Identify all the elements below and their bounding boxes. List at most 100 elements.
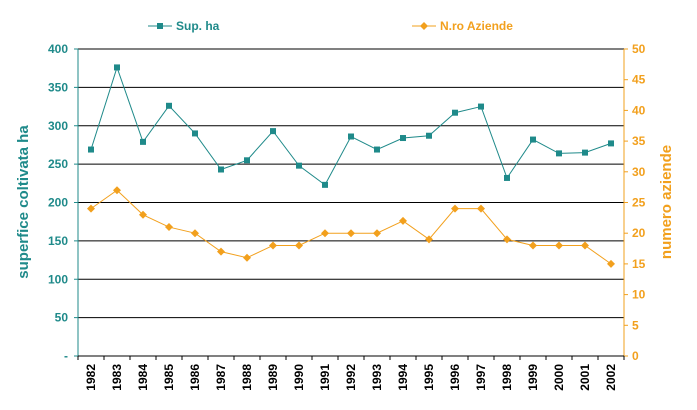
x-tick-label: 1991 <box>318 364 332 391</box>
data-point-square <box>192 130 198 137</box>
x-tick-label: 2000 <box>552 364 566 391</box>
data-point-diamond <box>269 241 277 250</box>
data-point-square <box>400 135 406 142</box>
x-axis-ticks: 1982 1983 1984 1985 1986 1987 1988 1989 1990 1991… <box>77 356 625 391</box>
left-tick-label: 400 <box>48 42 68 56</box>
left-tick-label: 150 <box>48 234 68 248</box>
data-point-diamond <box>529 241 537 250</box>
data-point-square <box>244 157 250 164</box>
data-point-diamond <box>191 229 199 238</box>
data-point-diamond <box>555 241 563 250</box>
data-point-square <box>374 146 380 153</box>
x-tick-label: 1983 <box>110 364 124 391</box>
data-point-square <box>218 166 224 173</box>
right-tick-label: 0 <box>632 349 639 363</box>
legend: Sup. ha N.ro Aziende <box>148 19 513 33</box>
data-point-diamond <box>451 204 459 213</box>
x-tick-label: 1995 <box>422 364 436 391</box>
legend-label: Sup. ha <box>176 19 220 33</box>
right-tick-label: 50 <box>632 42 646 56</box>
right-tick-label: 35 <box>632 134 646 148</box>
x-tick-label: 1984 <box>136 364 150 391</box>
right-tick-label: 30 <box>632 165 646 179</box>
data-point-diamond <box>347 229 355 238</box>
data-point-square <box>478 103 484 110</box>
left-tick-label: 300 <box>48 119 68 133</box>
x-tick-label: 2002 <box>604 364 618 391</box>
data-point-square <box>582 149 588 156</box>
right-tick-label: 40 <box>632 103 646 117</box>
data-point-square <box>556 150 562 157</box>
x-tick-label: 1992 <box>344 364 358 391</box>
data-point-square <box>114 64 120 71</box>
data-point-diamond <box>399 216 407 225</box>
left-tick-label: - <box>64 349 68 363</box>
legend-marker-square <box>157 23 163 29</box>
data-point-diamond <box>165 223 173 232</box>
legend-item-1: Sup. ha <box>148 19 220 33</box>
x-tick-label: 1985 <box>162 364 176 391</box>
left-tick-label: 50 <box>55 311 69 325</box>
left-axis-ticks: - 50 100 150 200 250 300 350 400 <box>48 42 78 363</box>
left-tick-label: 200 <box>48 196 68 210</box>
x-tick-label: 1994 <box>396 364 410 391</box>
data-point-diamond <box>295 241 303 250</box>
x-tick-label: 1986 <box>188 364 202 391</box>
data-point-diamond <box>113 186 121 195</box>
right-axis-title: numero aziende <box>658 145 675 259</box>
data-point-square <box>504 174 510 181</box>
gridlines <box>78 48 624 319</box>
data-point-diamond <box>87 204 95 213</box>
left-axis-title: superfice coltivata ha <box>15 125 32 279</box>
right-tick-label: 45 <box>632 73 646 87</box>
right-tick-label: 20 <box>632 226 646 240</box>
series-1 <box>88 64 614 188</box>
series-2 <box>87 186 615 268</box>
x-tick-label: 1987 <box>214 364 228 391</box>
legend-marker-diamond <box>420 22 428 30</box>
data-point-square <box>426 132 432 139</box>
data-point-diamond <box>607 259 615 268</box>
right-tick-label: 15 <box>632 257 646 271</box>
data-point-square <box>88 146 94 153</box>
data-point-diamond <box>477 204 485 213</box>
x-tick-label: 1998 <box>500 364 514 391</box>
data-point-diamond <box>425 235 433 244</box>
data-point-diamond <box>139 210 147 219</box>
series-layer <box>87 64 615 268</box>
x-tick-label: 1988 <box>240 364 254 391</box>
data-point-diamond <box>243 253 251 262</box>
data-point-diamond <box>217 247 225 256</box>
left-tick-label: 100 <box>48 272 68 286</box>
data-point-diamond <box>503 235 511 244</box>
data-point-square <box>608 140 614 147</box>
x-tick-label: 1996 <box>448 364 462 391</box>
right-tick-label: 5 <box>632 318 639 332</box>
data-point-square <box>166 102 172 109</box>
data-point-square <box>452 109 458 116</box>
data-point-diamond <box>373 229 381 238</box>
data-point-square <box>322 181 328 188</box>
data-point-square <box>140 138 146 145</box>
left-tick-label: 250 <box>48 157 68 171</box>
legend-label: N.ro Aziende <box>440 19 513 33</box>
right-tick-label: 10 <box>632 288 646 302</box>
data-point-diamond <box>321 229 329 238</box>
data-point-square <box>348 133 354 140</box>
x-tick-label: 1997 <box>474 364 488 391</box>
legend-item-2: N.ro Aziende <box>412 19 513 33</box>
x-tick-label: 2001 <box>578 364 592 391</box>
data-point-square <box>530 136 536 143</box>
x-tick-label: 1990 <box>292 364 306 391</box>
data-point-square <box>270 128 276 135</box>
data-point-diamond <box>581 241 589 250</box>
x-tick-label: 1999 <box>526 364 540 391</box>
right-axis-ticks: 0 5 10 15 20 25 30 35 40 45 50 <box>624 42 646 363</box>
x-tick-label: 1982 <box>84 364 98 391</box>
data-point-square <box>296 162 302 169</box>
left-tick-label: 350 <box>48 80 68 94</box>
x-tick-label: 1993 <box>370 364 384 391</box>
x-tick-label: 1989 <box>266 364 280 391</box>
right-tick-label: 25 <box>632 196 646 210</box>
